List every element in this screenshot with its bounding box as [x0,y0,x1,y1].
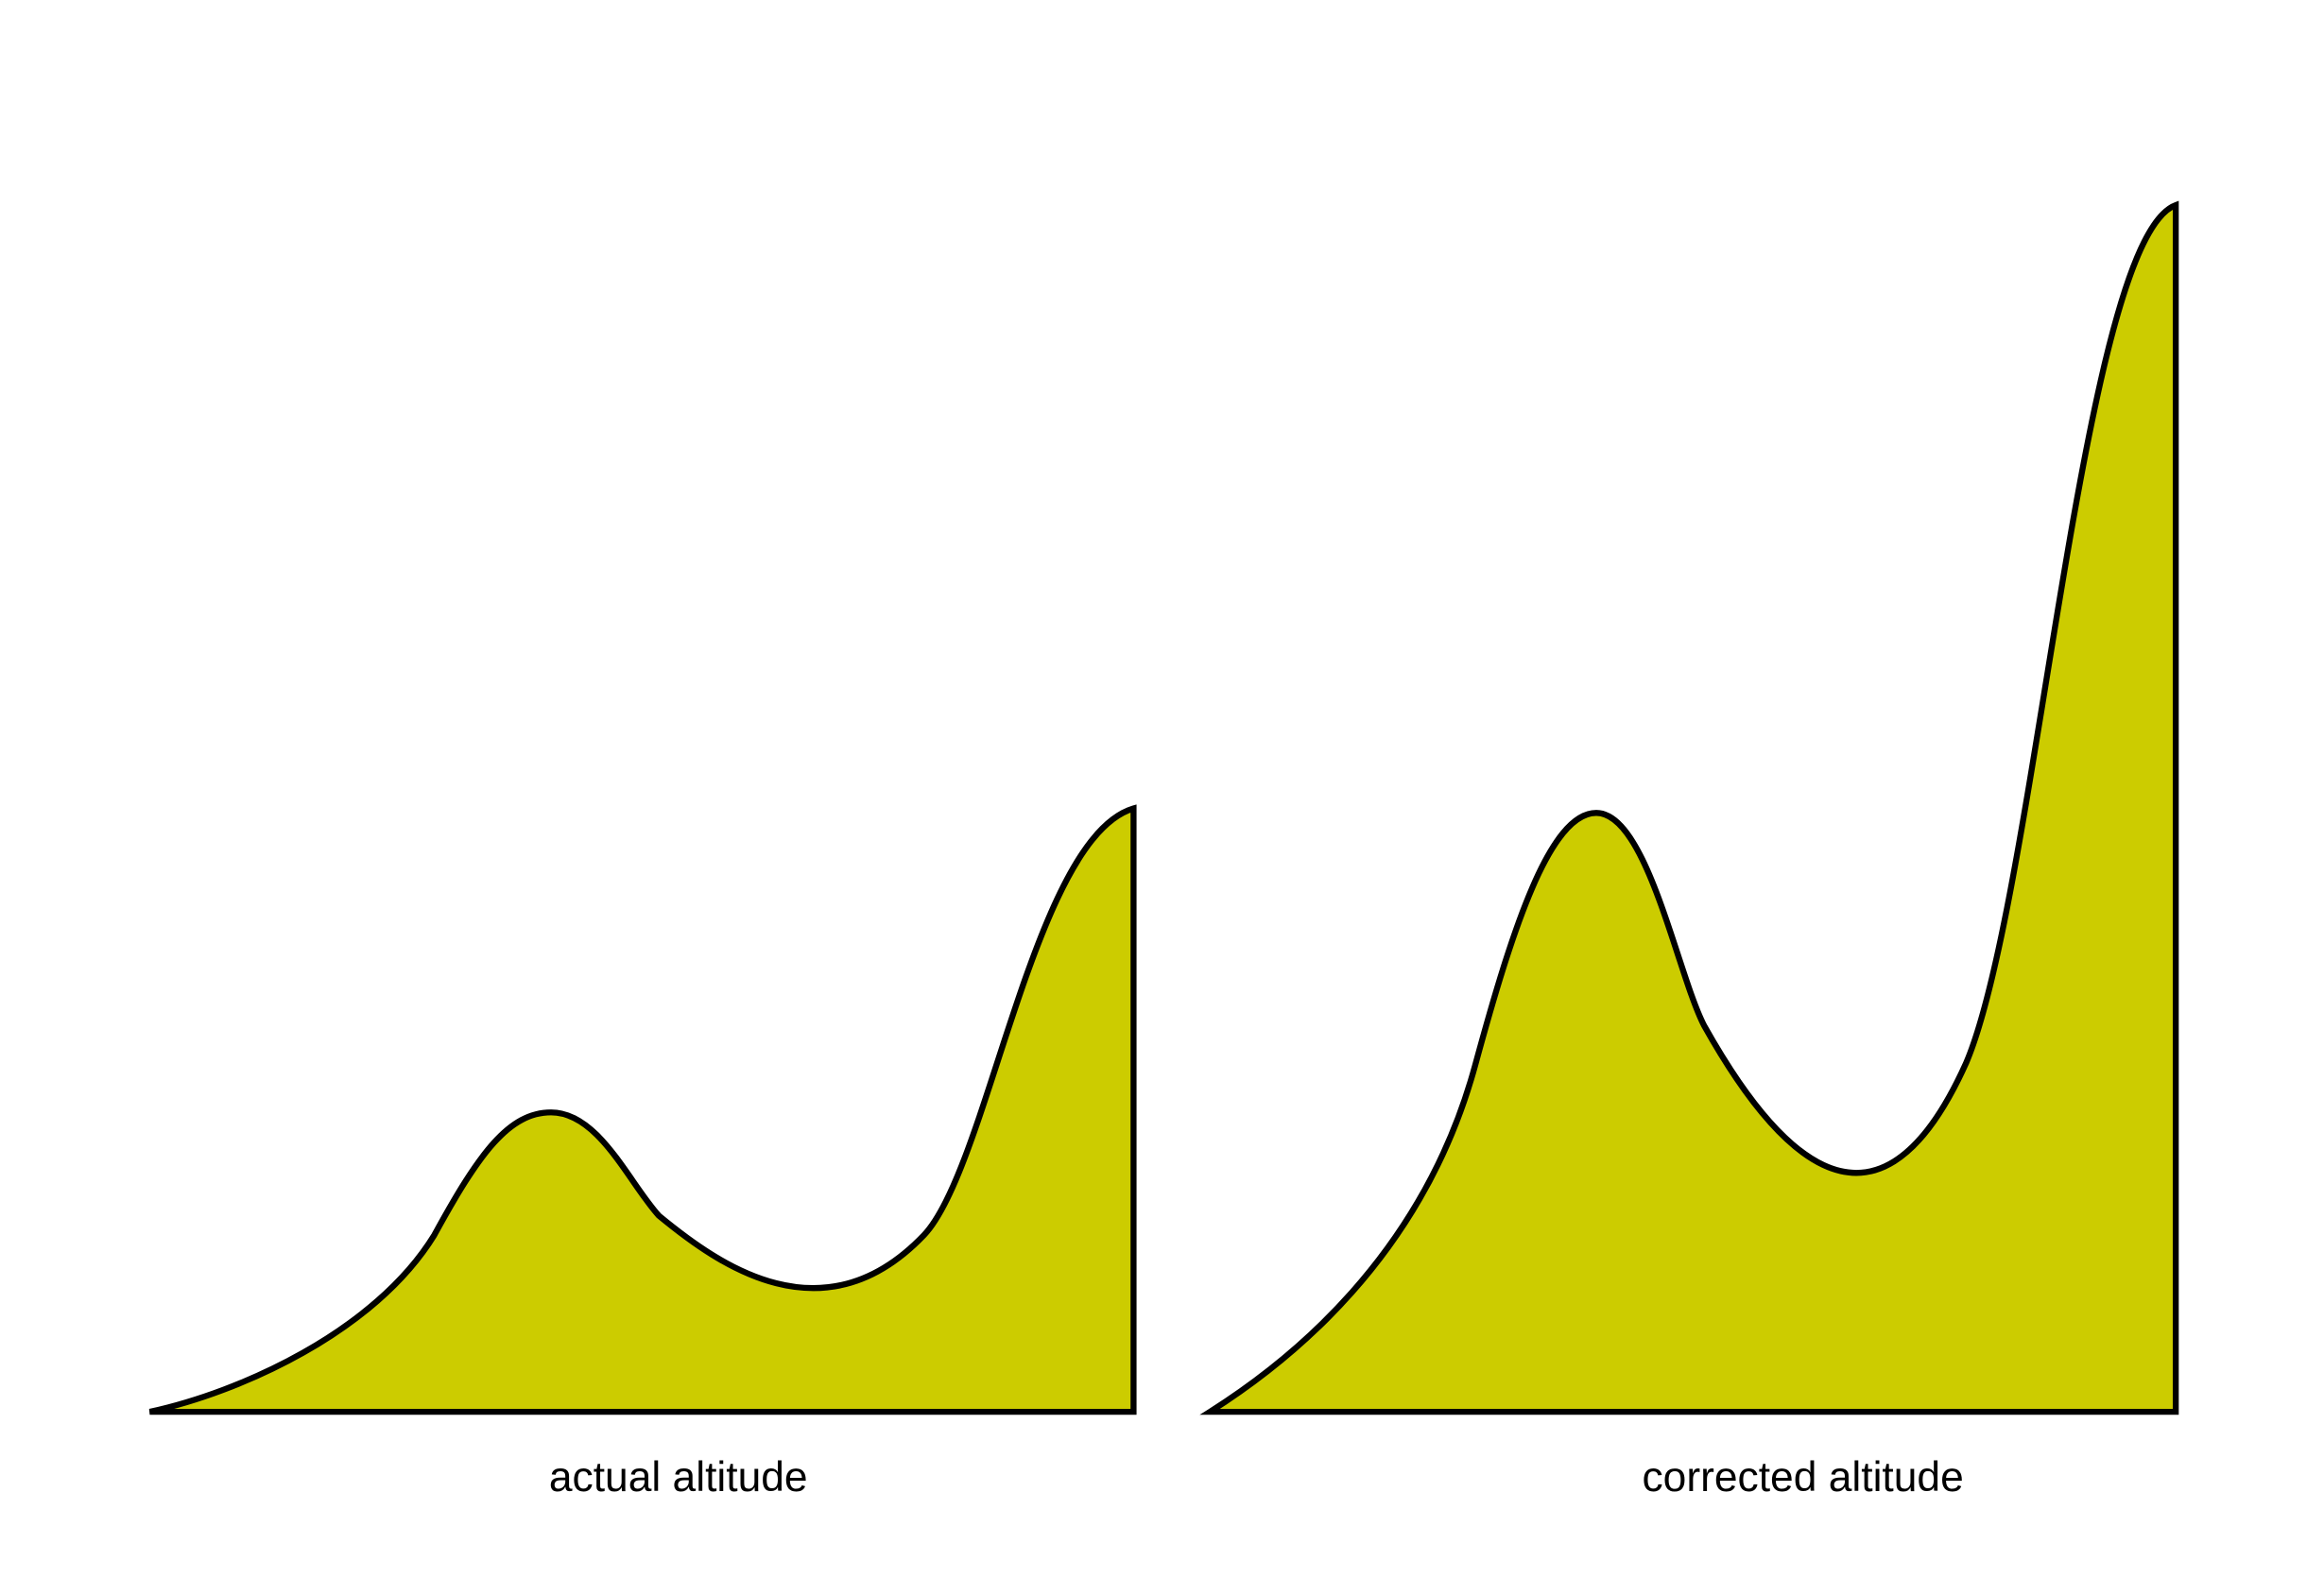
left-label: actual altitude [549,1454,808,1501]
actual-altitude-profile [148,804,1137,1415]
right-label: corrected altitude [1642,1454,1963,1501]
corrected-altitude-profile [1199,200,2179,1415]
